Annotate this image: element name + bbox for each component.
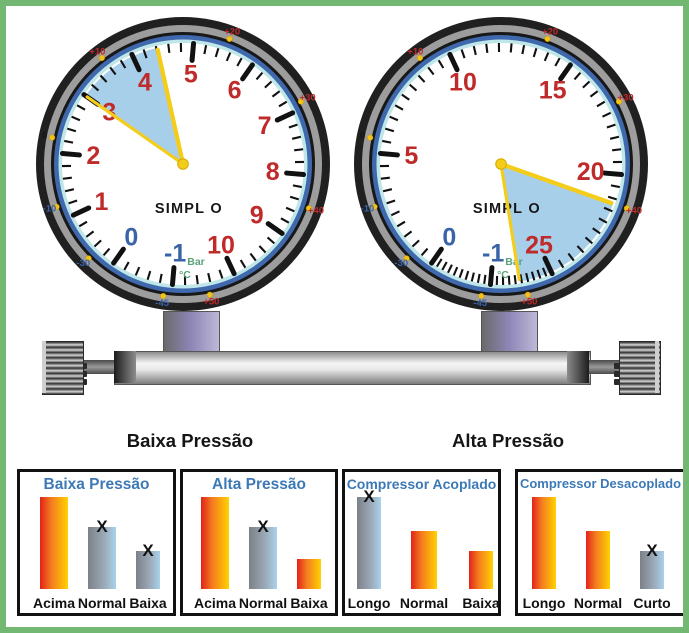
svg-text:2: 2	[86, 142, 100, 170]
svg-text:-10: -10	[43, 204, 57, 215]
svg-text:5: 5	[184, 60, 198, 88]
svg-text:8: 8	[266, 158, 280, 186]
svg-text:0: 0	[42, 131, 47, 142]
svg-text:O: O	[210, 201, 221, 217]
svg-text:+30: +30	[300, 93, 316, 104]
svg-text:SIMPL: SIMPL	[155, 201, 205, 217]
svg-text:+40: +40	[308, 205, 324, 216]
svg-text:+50: +50	[521, 297, 537, 308]
svg-text:-45: -45	[155, 298, 169, 309]
svg-text:-30: -30	[394, 258, 408, 269]
svg-text:15: 15	[539, 76, 567, 104]
svg-text:10: 10	[207, 232, 235, 260]
svg-text:-1: -1	[164, 240, 186, 268]
svg-text:+50: +50	[203, 297, 219, 308]
svg-text:5: 5	[404, 142, 418, 170]
svg-text:+40: +40	[626, 205, 642, 216]
svg-text:O: O	[528, 201, 539, 217]
svg-text:+10: +10	[407, 47, 423, 58]
svg-text:+10: +10	[89, 47, 105, 58]
svg-text:6: 6	[228, 76, 242, 104]
svg-text:25: 25	[525, 232, 553, 260]
svg-text:9: 9	[250, 202, 264, 230]
svg-text:20: 20	[577, 158, 605, 186]
svg-text:+20: +20	[224, 26, 240, 37]
svg-text:+30: +30	[618, 93, 634, 104]
svg-text:SIMPL: SIMPL	[473, 201, 523, 217]
svg-text:0: 0	[442, 224, 456, 252]
svg-text:Bar: Bar	[187, 256, 205, 268]
svg-text:Bar: Bar	[505, 256, 523, 268]
svg-text:+20: +20	[542, 26, 558, 37]
svg-text:0: 0	[360, 131, 365, 142]
svg-text:7: 7	[258, 112, 272, 140]
svg-text:4: 4	[138, 68, 152, 96]
svg-text:10: 10	[449, 68, 477, 96]
svg-text:°C: °C	[179, 269, 191, 281]
svg-text:-1: -1	[482, 240, 504, 268]
svg-text:-45: -45	[473, 298, 487, 309]
svg-text:0: 0	[124, 224, 138, 252]
svg-text:1: 1	[94, 188, 108, 216]
svg-text:-30: -30	[76, 258, 90, 269]
svg-text:°C: °C	[497, 269, 509, 281]
svg-text:-10: -10	[361, 204, 375, 215]
